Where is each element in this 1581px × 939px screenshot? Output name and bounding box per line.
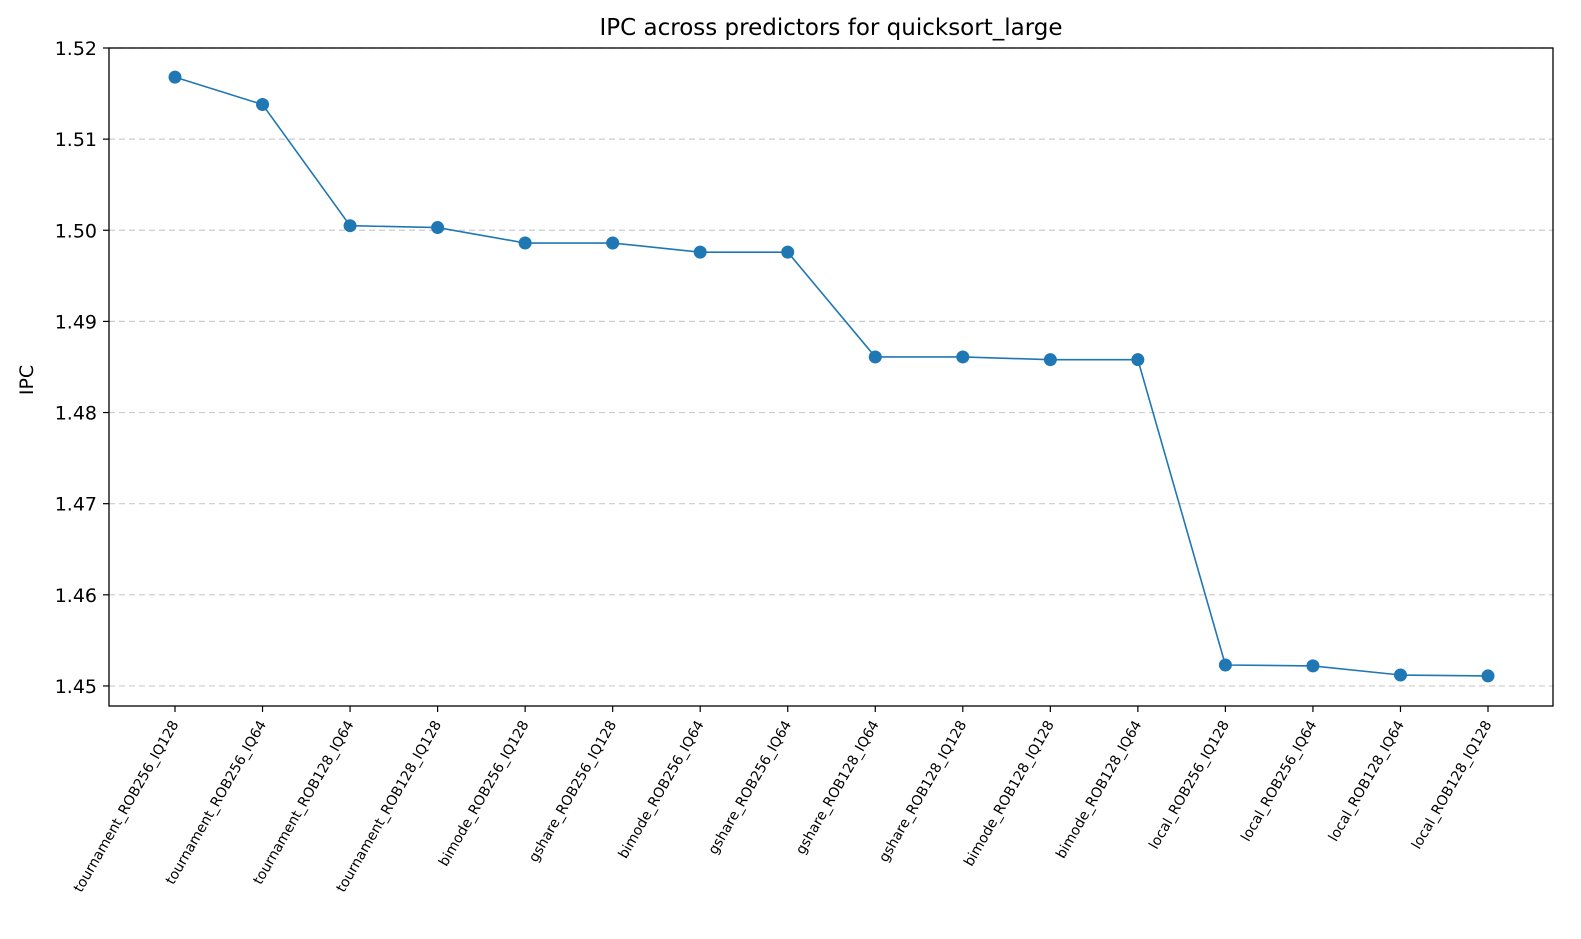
x-tick-label: bimode_ROB128_IQ64 xyxy=(1053,718,1145,862)
series-line xyxy=(174,76,1489,677)
y-tick-label: 1.50 xyxy=(55,220,97,242)
chart-title: IPC across predictors for quicksort_larg… xyxy=(599,15,1062,41)
x-tick-label: gshare_ROB128_IQ64 xyxy=(793,718,883,857)
y-axis-ticks: 1.45 1.46 1.47 1.48 1.49 1.50 1.51 1.52 xyxy=(55,38,109,698)
y-tick-label: 1.46 xyxy=(55,585,97,607)
x-tick-label: gshare_ROB128_IQ128 xyxy=(876,718,970,865)
x-tick-label: bimode_ROB128_IQ128 xyxy=(961,718,1058,869)
data-point xyxy=(1306,659,1320,673)
x-tick-label: tournament_ROB256_IQ128 xyxy=(71,718,183,895)
data-point xyxy=(1043,353,1057,367)
x-tick-label: local_ROB256_IQ64 xyxy=(1238,718,1320,844)
data-point xyxy=(956,350,970,364)
x-tick-label: bimode_ROB256_IQ128 xyxy=(436,718,533,869)
plot-frame xyxy=(108,47,1554,707)
data-point xyxy=(343,219,357,233)
data-point xyxy=(518,236,532,250)
x-tick-label: tournament_ROB128_IQ64 xyxy=(250,718,357,888)
data-point xyxy=(1218,658,1232,672)
data-point xyxy=(168,70,182,84)
x-tick-label: local_ROB128_IQ64 xyxy=(1326,718,1408,844)
series-line-layer xyxy=(174,76,1489,677)
x-axis-ticks: tournament_ROB256_IQ128tournament_ROB256… xyxy=(71,706,1496,895)
y-tick-label: 1.48 xyxy=(55,403,97,425)
data-point xyxy=(256,98,270,112)
y-tick-label: 1.49 xyxy=(55,311,97,333)
data-points xyxy=(168,70,1495,683)
data-point xyxy=(693,245,707,259)
y-tick-label: 1.51 xyxy=(55,129,97,151)
y-gridlines xyxy=(109,47,1553,687)
y-tick-label: 1.47 xyxy=(55,494,97,516)
data-point xyxy=(781,245,795,259)
x-tick-label: bimode_ROB256_IQ64 xyxy=(616,718,708,862)
x-tick-label: tournament_ROB256_IQ64 xyxy=(163,718,270,888)
data-point xyxy=(431,221,445,235)
x-tick-label: gshare_ROB256_IQ128 xyxy=(526,718,620,865)
data-point xyxy=(606,236,620,250)
x-tick-label: gshare_ROB256_IQ64 xyxy=(705,718,795,857)
x-tick-label: tournament_ROB128_IQ128 xyxy=(333,718,445,895)
y-tick-label: 1.52 xyxy=(55,38,97,60)
data-point xyxy=(868,350,882,364)
data-point xyxy=(1131,353,1145,367)
y-axis-label: IPC xyxy=(16,365,38,395)
data-point xyxy=(1481,669,1495,683)
y-tick-label: 1.45 xyxy=(55,676,97,698)
x-tick-label: local_ROB128_IQ128 xyxy=(1409,718,1496,852)
x-tick-label: local_ROB256_IQ128 xyxy=(1146,718,1233,852)
data-point xyxy=(1393,668,1407,682)
